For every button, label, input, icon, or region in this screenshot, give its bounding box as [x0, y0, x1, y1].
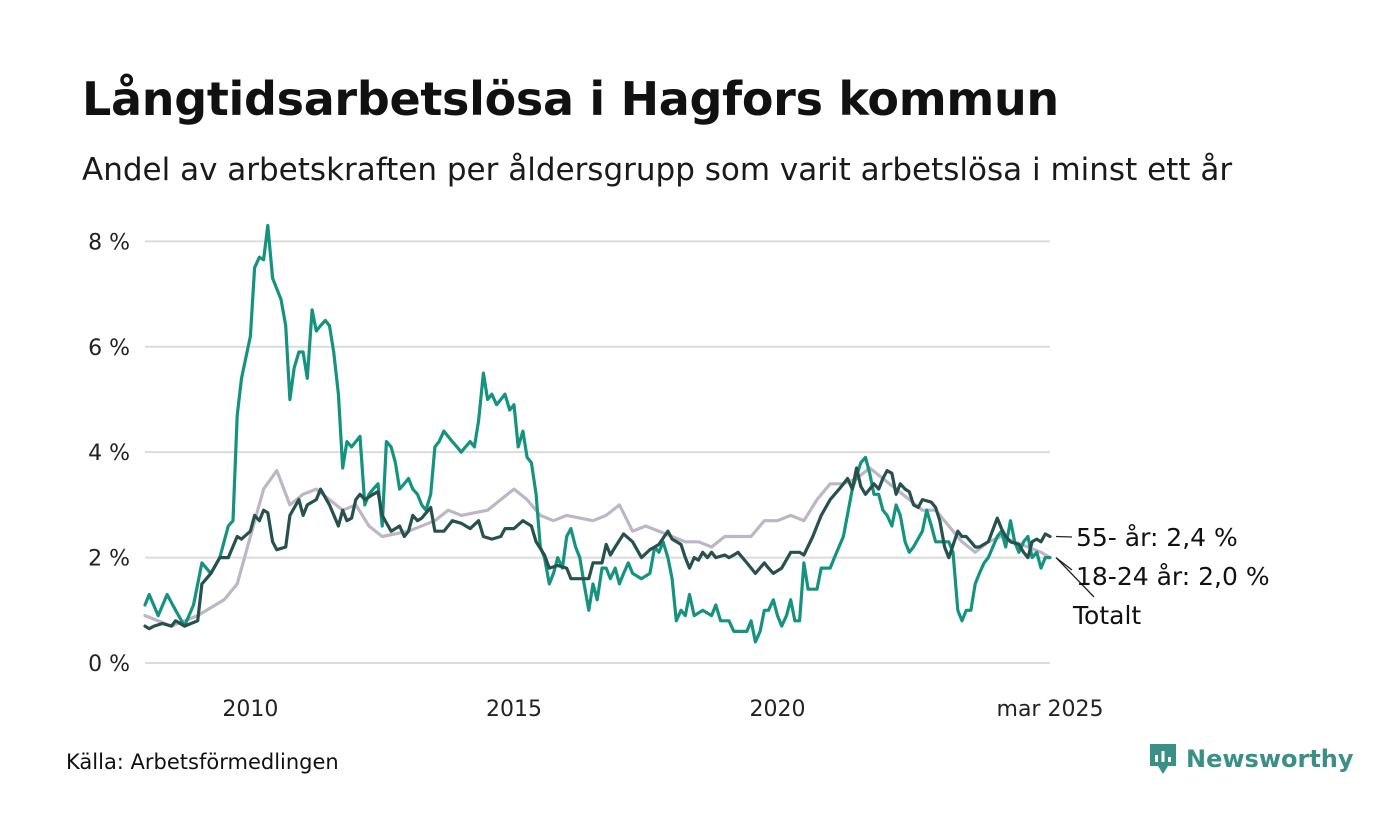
end-label-55: 55- år: 2,4 % — [1076, 523, 1238, 552]
gridlines — [145, 240, 1050, 664]
y-axis: 0 % 2 % 4 % 6 % 8 % — [88, 230, 130, 677]
y-tick-label: 2 % — [88, 547, 130, 572]
series-line-18-24 — [143, 223, 1052, 644]
end-labels: 55- år: 2,4 % 18-24 år: 2,0 % Totalt — [1055, 523, 1270, 630]
chart-subtitle: Andel av arbetskraften per åldersgrupp s… — [82, 152, 1233, 188]
y-tick-label: 4 % — [88, 441, 130, 466]
x-axis: 2010 2015 2020 mar 2025 — [222, 697, 1103, 722]
y-tick-label: 0 % — [88, 652, 130, 677]
end-label-totalt: Totalt — [1072, 601, 1141, 630]
y-tick-label: 8 % — [88, 230, 130, 255]
x-tick-label: 2020 — [749, 697, 805, 722]
brand-name: Newsworthy — [1186, 745, 1354, 773]
x-tick-label: 2010 — [222, 697, 278, 722]
end-label-18-24: 18-24 år: 2,0 % — [1076, 562, 1270, 591]
x-tick-label: 2015 — [486, 697, 542, 722]
y-tick-label: 6 % — [88, 336, 130, 361]
chart-title: Långtidsarbetslösa i Hagfors kommun — [82, 72, 1059, 126]
x-tick-label: mar 2025 — [997, 697, 1104, 722]
leader-line-totalt — [1055, 557, 1095, 598]
brand-logo[interactable]: Newsworthy — [1148, 742, 1354, 776]
newsworthy-logo-icon — [1150, 744, 1176, 774]
series-lines — [143, 223, 1052, 644]
series-line-55 — [143, 466, 1052, 631]
source-note: Källa: Arbetsförmedlingen — [66, 750, 339, 774]
